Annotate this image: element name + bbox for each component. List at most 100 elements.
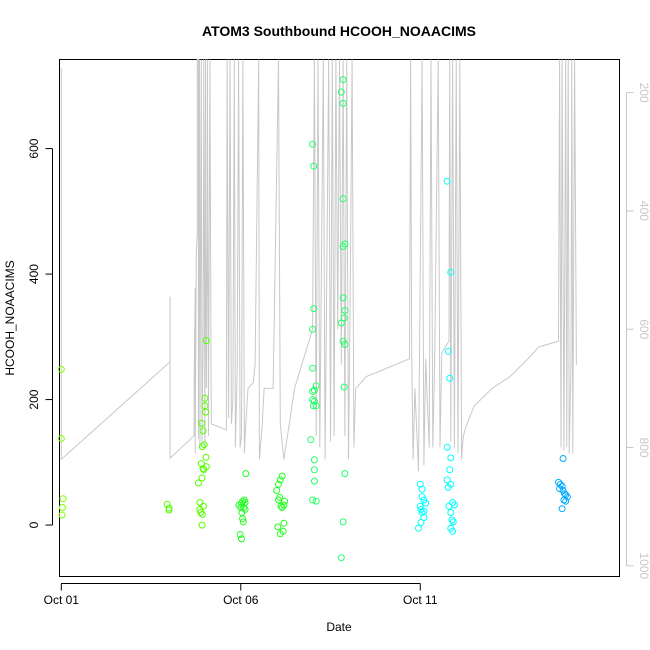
data-point — [310, 477, 318, 485]
data-point — [58, 511, 66, 519]
data-point — [337, 554, 345, 562]
data-point — [201, 394, 209, 402]
data-point — [165, 506, 173, 514]
data-point — [443, 177, 451, 185]
data-point — [273, 487, 281, 494]
x-tick-label: Oct 01 — [44, 593, 80, 607]
data-point — [57, 435, 65, 442]
data-point — [444, 347, 452, 355]
data-point — [202, 408, 210, 416]
data-point — [278, 472, 286, 480]
data-point — [241, 499, 249, 506]
data-point — [200, 441, 208, 449]
data-point — [340, 314, 348, 322]
y2-tick-label: 200 — [637, 83, 650, 103]
data-point — [422, 499, 430, 507]
y2-tick-label: 800 — [637, 438, 650, 458]
data-point — [341, 240, 349, 248]
data-point — [556, 480, 564, 488]
data-point — [202, 453, 210, 461]
data-point — [447, 509, 455, 516]
data-point — [446, 374, 454, 382]
data-point — [450, 501, 458, 509]
data-point — [415, 524, 422, 532]
y-axis-title: HCOOH_NOAACIMS — [3, 260, 17, 375]
data-point — [562, 497, 570, 505]
data-point — [559, 455, 567, 462]
x-axis: Oct 01 Oct 06 Oct 11 — [44, 583, 438, 607]
y2-tick-label: 400 — [637, 201, 650, 221]
y-tick-label: 0 — [27, 521, 41, 528]
data-point — [163, 500, 171, 508]
data-point — [449, 527, 457, 535]
y-tick-label: 400 — [27, 264, 41, 284]
data-point — [310, 386, 318, 394]
data-point — [309, 325, 317, 333]
y2-tick-label: 1000 — [637, 553, 650, 580]
data-point — [312, 497, 320, 505]
data-point — [242, 470, 250, 478]
data-point — [556, 485, 564, 493]
x-tick-label: Oct 11 — [403, 593, 438, 607]
data-point — [275, 480, 282, 488]
data-point — [197, 509, 205, 516]
data-point — [420, 507, 428, 515]
data-point — [310, 305, 318, 313]
data-point — [276, 493, 284, 501]
y-axis: 0 200 400 600 — [27, 138, 53, 528]
data-point — [339, 518, 347, 526]
data-point — [241, 505, 249, 513]
data-point — [309, 496, 317, 504]
data-point — [337, 319, 345, 327]
data-point — [309, 402, 317, 410]
data-point — [280, 519, 288, 527]
data-point — [310, 456, 318, 464]
data-point — [309, 140, 317, 148]
data-point — [560, 496, 568, 504]
data-point — [199, 427, 207, 435]
data-point — [416, 502, 424, 510]
data-point — [310, 466, 318, 474]
data-point — [239, 518, 247, 526]
pressure-profile-layer — [60, 59, 577, 472]
data-point — [312, 402, 320, 410]
data-point — [202, 463, 210, 471]
data-point — [57, 365, 65, 373]
data-point — [279, 527, 287, 535]
data-point — [443, 443, 451, 451]
data-point — [447, 268, 455, 276]
data-point — [309, 364, 317, 372]
data-point — [558, 505, 566, 513]
y2-axis: 200 400 600 800 1000 — [626, 83, 650, 580]
x-tick-label: Oct 06 — [223, 593, 259, 607]
data-point — [198, 521, 206, 529]
data-point — [240, 504, 248, 511]
data-point — [194, 479, 202, 487]
data-point — [449, 518, 457, 526]
data-point — [198, 443, 206, 451]
data-point — [444, 483, 452, 491]
data-point — [281, 497, 289, 505]
data-point — [198, 419, 206, 427]
x-axis-title: Date — [326, 620, 352, 634]
data-point — [337, 88, 345, 96]
data-point — [307, 436, 315, 444]
data-point — [312, 382, 320, 390]
data-point — [202, 337, 210, 345]
data-point — [58, 504, 66, 511]
data-point — [196, 499, 204, 506]
data-point — [339, 99, 347, 107]
data-point — [280, 501, 288, 509]
y-tick-label: 600 — [27, 138, 41, 158]
data-point — [446, 466, 454, 474]
data-point — [341, 307, 349, 314]
data-point — [165, 504, 173, 512]
data-point — [237, 504, 245, 511]
data-point — [310, 162, 318, 170]
data-point — [448, 516, 456, 524]
data-point — [274, 523, 282, 531]
data-point — [340, 383, 348, 391]
data-point — [309, 387, 317, 395]
data-point — [198, 474, 206, 482]
